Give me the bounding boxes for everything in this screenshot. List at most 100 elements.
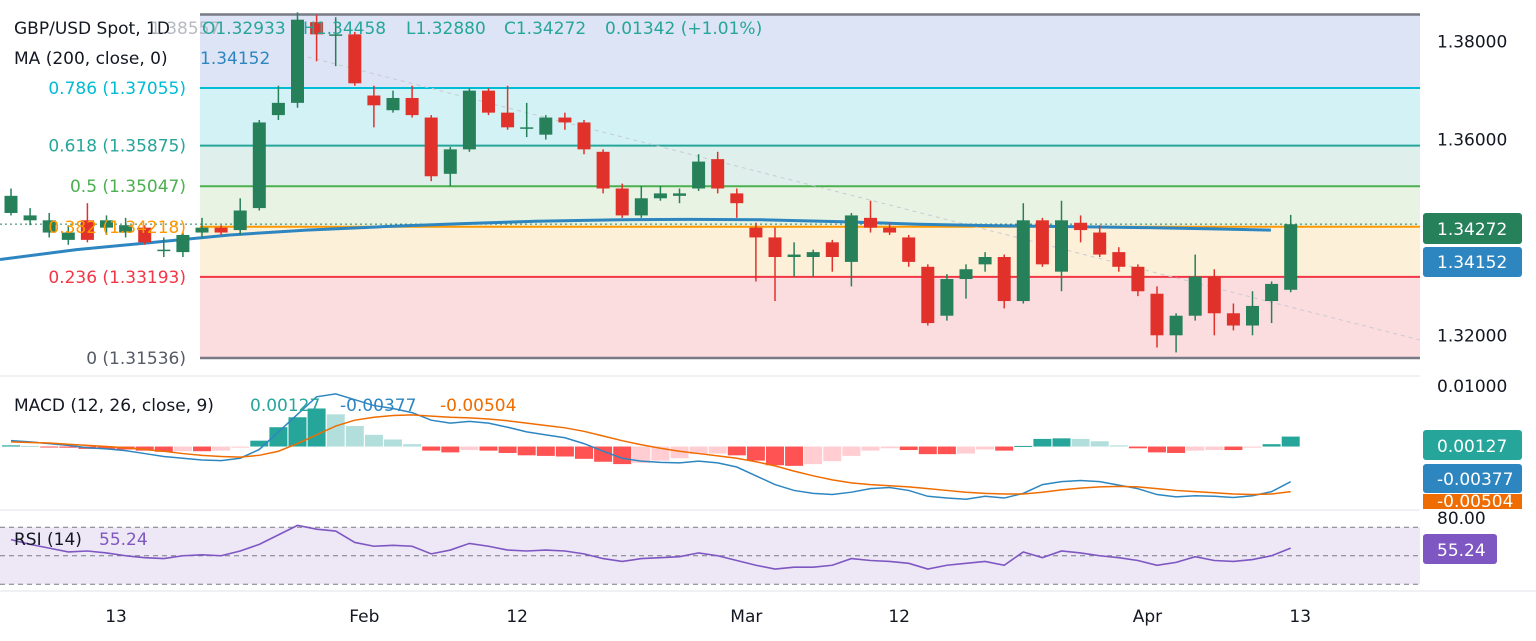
candle [424,115,438,182]
candle-body [730,193,744,204]
macd-signal-tag-text: -0.00504 [1437,492,1513,512]
macd-hist-bar [498,446,517,453]
candle-body [902,237,916,262]
date-tick-label: Feb [349,607,379,627]
macd-hist-bar [976,446,995,450]
candle [768,227,782,302]
candle-body [1074,222,1088,231]
fib-label: 0.236 (1.33193) [48,268,186,288]
candle [844,212,858,287]
candle-body [1150,293,1164,336]
candle-body [100,220,113,228]
ma-legend-label: MA (200, close, 0) [14,49,168,69]
macd-legend-label: MACD (12, 26, close, 9) [14,396,214,416]
candle-body [233,210,247,231]
macd-hist-bar [555,446,574,457]
candle [23,208,37,226]
candle [1016,203,1030,304]
candle-body [520,127,534,129]
price-tick-label: 1.38000 [1437,33,1507,53]
candle [864,200,877,233]
macd-hist-bar [384,439,402,447]
macd-hist-bar [1167,446,1186,453]
candlesticks[interactable] [4,12,1298,353]
date-tick-label: Apr [1133,607,1162,627]
macd-hist-bar [422,446,441,451]
candle [195,217,209,238]
candle-body [940,279,954,316]
candle [615,183,629,218]
candle-body [42,220,56,233]
candle [520,102,534,138]
macd-hist-bar [154,446,173,452]
price-axis[interactable]: 1.38000 1.36000 1.32000 [1437,33,1507,347]
ohlc-change: 0.01342 (+1.01%) [605,19,762,39]
macd-hist-bar [1052,438,1071,447]
rsi-legend-label: RSI (14) [14,530,82,550]
macd-hist-bar [1205,446,1224,451]
candle [1226,303,1240,331]
candle-body [61,232,75,240]
macd-hist-bar [575,446,593,459]
candle-body [291,19,304,103]
date-tick-label: 13 [105,607,127,627]
candle [482,88,495,116]
candle [80,203,94,243]
macd-hist-bar [995,446,1014,451]
macd-hist-bar [651,446,670,461]
macd-hist-bar [899,446,918,451]
macd-hist-bar [1071,438,1090,447]
candle [233,198,247,235]
candle [596,149,610,194]
candle-body [176,234,190,253]
macd-hist-bar [1128,446,1147,449]
last-price-tag [1423,213,1522,244]
price-tick-label: 1.32000 [1437,326,1507,346]
candle-body [80,220,94,240]
macd-hist-bar [40,446,59,448]
candle-body [252,122,266,209]
symbol-title: GBP/USD Spot, 1D [14,19,170,39]
macd-hist-bar [1262,444,1281,447]
macd-hist-bar [918,446,937,455]
candle [329,17,343,67]
candle-body [405,97,419,116]
candle [921,264,935,326]
candle-body [978,257,992,265]
candle [787,242,801,277]
macd-legend-hist: 0.00127 [250,396,320,416]
macd-hist-bar [842,446,861,456]
time-axis[interactable]: 13 Feb 12 Mar 12 Apr 13 [105,607,1311,627]
candle-body [329,34,343,36]
candle-body [1035,220,1049,265]
fib-label: 0.786 (1.37055) [48,79,186,99]
candle-body [157,249,171,252]
candle [42,212,56,238]
macd-hist-tag-text: 0.00127 [1437,437,1507,457]
candle [100,215,113,235]
candle [749,222,763,282]
fibonacci-labels: 0.786 (1.37055) 0.618 (1.35875) 0.5 (1.350… [48,79,186,369]
candle-body [1188,276,1202,316]
candle [940,274,954,321]
candle-body [138,227,152,243]
candle [1074,215,1088,243]
macd-hist-bar [97,446,116,449]
macd-hist-bar [861,446,880,451]
macd-hist-bar [1186,446,1205,451]
date-tick-label: Mar [730,607,762,627]
candle [462,88,476,152]
macd-hist-bar [1148,446,1166,453]
candle-body [443,149,457,174]
macd-hist-bar [288,417,307,447]
date-tick-label: 12 [888,607,910,627]
candle-body [692,161,706,189]
candle [1055,200,1068,292]
macd-hist-bar [403,444,422,447]
candle-body [997,257,1011,302]
candle-body [806,252,820,258]
candle [138,225,152,245]
candle-body [1169,315,1183,336]
candle-body [711,159,725,189]
